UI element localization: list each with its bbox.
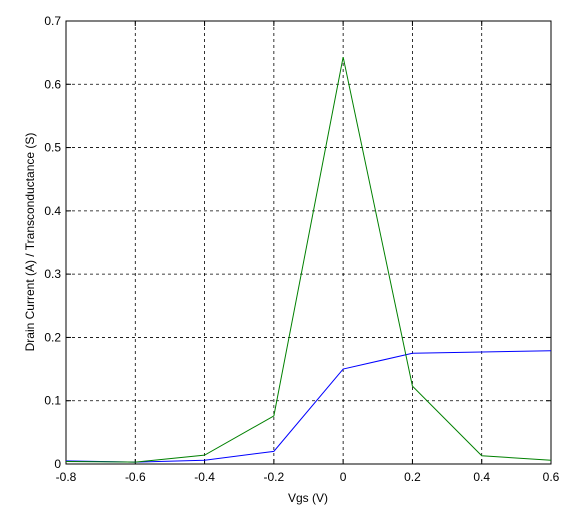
x-tick-label: -0.2 (264, 470, 285, 484)
y-tick-label: 0.5 (44, 141, 61, 155)
y-tick-label: 0 (54, 457, 61, 471)
y-tick-label: 0.6 (44, 77, 61, 91)
x-tick-label: -0.8 (56, 470, 77, 484)
plot-frame (65, 20, 552, 465)
y-tick-label: 0.4 (44, 204, 61, 218)
data-line (65, 56, 552, 463)
x-tick-label: 0.6 (543, 470, 560, 484)
x-tick-label: 0 (340, 470, 347, 484)
y-tick-label: 0.2 (44, 330, 61, 344)
y-axis-label: Drain Current (A) / Transconductance (S) (23, 133, 37, 352)
data-line (65, 350, 552, 463)
x-tick-label: 0.2 (404, 470, 421, 484)
x-tick-label: -0.6 (125, 470, 146, 484)
x-tick-label: -0.4 (194, 470, 215, 484)
x-tick-label: 0.4 (473, 470, 490, 484)
plot-area (66, 21, 551, 464)
y-tick-label: 0.1 (44, 394, 61, 408)
x-axis-label: Vgs (V) (288, 491, 328, 505)
y-tick-label: 0.7 (44, 14, 61, 28)
y-tick-label: 0.3 (44, 267, 61, 281)
